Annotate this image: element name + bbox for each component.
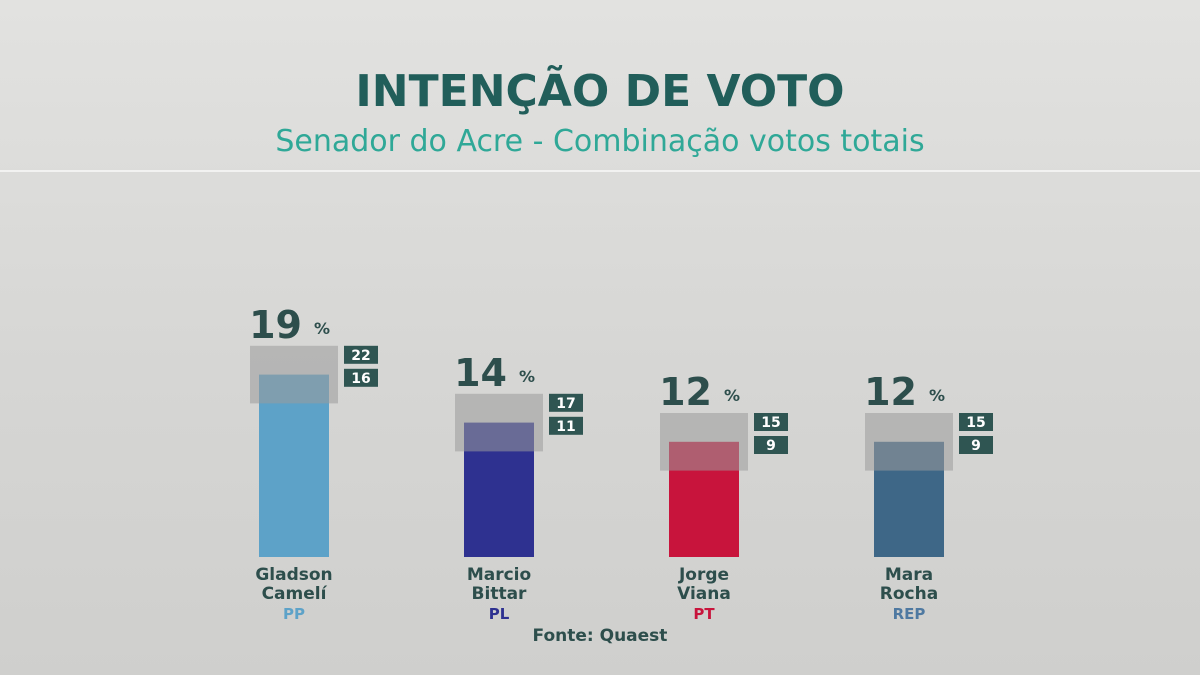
party-label: PL [489,605,510,623]
upper-bound-label: 22 [351,348,370,364]
party-label: PT [693,605,715,623]
lower-bound-label: 16 [351,371,370,387]
party-label: REP [893,605,926,623]
candidate-name-line2: Camelí [262,584,328,604]
upper-bound-label: 15 [966,415,985,431]
upper-bound-box [549,393,583,412]
upper-bound-label: 17 [556,396,575,412]
candidate-name-line1: Mara [885,565,933,585]
lower-bound-box [959,436,993,454]
lower-bound-label: 9 [766,438,776,454]
error-band [660,413,748,471]
lower-bound-label: 9 [971,438,981,454]
unit-label: % [724,386,740,405]
candidate-name-line2: Bittar [472,584,528,604]
value-label: 12 [659,370,712,414]
lower-bound-box [549,416,583,435]
value-label: 14 [454,351,507,395]
error-band [455,393,543,452]
chart-title: INTENÇÃO DE VOTO [355,66,845,117]
lower-bound-box [344,368,378,387]
candidate-name-line2: Rocha [880,584,938,604]
error-band [250,345,338,404]
bar [259,374,329,557]
chart-subtitle: Senador do Acre - Combinação votos totai… [275,124,925,159]
lower-bound-label: 11 [556,419,575,435]
candidate-name-line1: Jorge [678,565,729,585]
header-divider [0,170,1200,172]
candidate-name-line1: Marcio [467,565,531,585]
lower-bound-box [754,436,788,454]
unit-label: % [929,386,945,405]
value-label: 19 [249,303,302,347]
candidate-name-line2: Viana [677,584,731,604]
candidate-name-line1: Gladson [255,565,332,585]
value-label: 12 [864,370,917,414]
upper-bound-box [344,345,378,364]
source-label: Fonte: Quaest [532,626,668,646]
unit-label: % [314,319,330,338]
upper-bound-box [754,413,788,431]
error-band [865,413,953,471]
unit-label: % [519,367,535,386]
upper-bound-label: 15 [761,415,780,431]
upper-bound-box [959,413,993,431]
party-label: PP [283,605,305,623]
